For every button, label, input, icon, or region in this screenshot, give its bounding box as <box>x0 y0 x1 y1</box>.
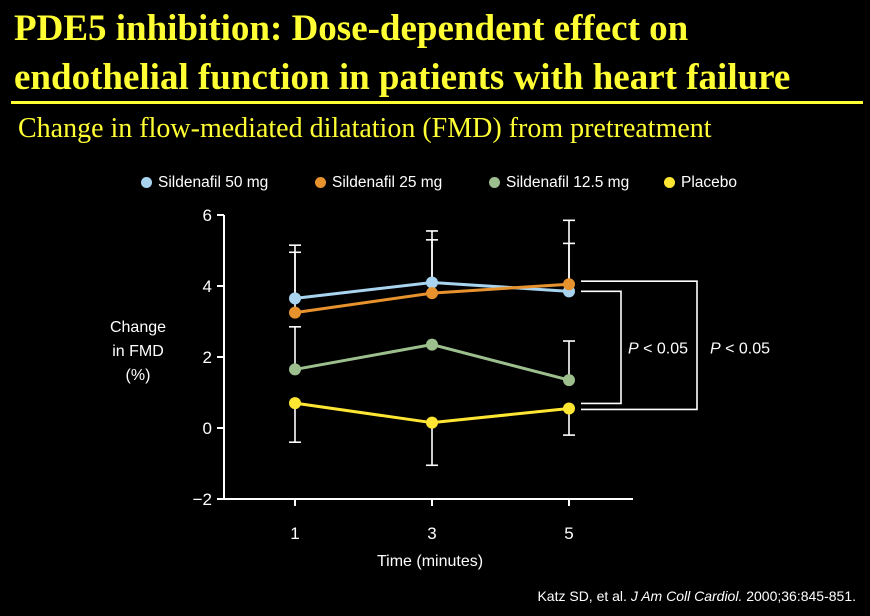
data-point-placebo <box>426 416 438 429</box>
data-point-sildenafil-12-5 <box>289 363 301 376</box>
citation-details: 2000;36:845-851. <box>742 588 856 604</box>
data-point-placebo <box>563 402 575 415</box>
legend-marker-sildenafil-12-5 <box>489 177 500 188</box>
title-divider <box>11 101 863 104</box>
legend-item-sildenafil-12-5: Sildenafil 12.5 mg <box>489 171 629 195</box>
significance-bracket-50mg <box>581 290 622 405</box>
data-point-sildenafil-25 <box>426 287 438 300</box>
citation-authors: Katz SD, et al. <box>537 588 631 604</box>
y-axis-label-line-1: Change <box>109 319 167 336</box>
data-point-sildenafil-50 <box>426 276 438 289</box>
data-point-sildenafil-25 <box>563 278 575 291</box>
legend-marker-sildenafil-25 <box>315 177 326 188</box>
y-tick-label: 6 <box>203 206 212 225</box>
y-tick-label: 4 <box>203 277 212 296</box>
legend-label-placebo: Placebo <box>681 174 738 191</box>
title-line-2: endothelial function in patients with he… <box>14 57 791 98</box>
legend-label-sildenafil-25: Sildenafil 25 mg <box>332 174 443 191</box>
x-tick-label: 5 <box>564 524 573 543</box>
x-tick-label: 3 <box>427 524 436 543</box>
title-line-1: PDE5 inhibition: Dose-dependent effect o… <box>14 8 689 49</box>
p-value-label: P < 0.05 <box>710 340 770 357</box>
legend-item-sildenafil-50: Sildenafil 50 mg <box>141 171 268 195</box>
y-tick-label: 0 <box>203 419 212 438</box>
legend-label-sildenafil-12-5: Sildenafil 12.5 mg <box>506 174 630 191</box>
legend-label-sildenafil-50: Sildenafil 50 mg <box>158 174 269 191</box>
chart-title: PDE5 inhibition: Dose-dependent effect o… <box>14 4 864 102</box>
legend-item-sildenafil-25: Sildenafil 25 mg <box>315 171 442 195</box>
legend-marker-placebo <box>664 177 675 188</box>
x-tick-label: 1 <box>290 524 299 543</box>
legend-marker-sildenafil-50 <box>141 177 152 188</box>
y-axis-label: Change in FMD (%) <box>92 316 184 388</box>
significance-bracket-25mg <box>581 280 698 411</box>
p-value-label: P < 0.05 <box>628 340 688 357</box>
data-point-sildenafil-50 <box>289 292 301 305</box>
data-point-placebo <box>289 397 301 410</box>
y-tick-label: 2 <box>203 348 212 367</box>
citation: Katz SD, et al. J Am Coll Cardiol. 2000;… <box>537 588 856 604</box>
data-point-sildenafil-12-5 <box>426 338 438 351</box>
chart-subtitle: Change in flow-mediated dilatation (FMD)… <box>18 113 712 144</box>
chart-legend: Sildenafil 50 mg Sildenafil 25 mg Silden… <box>0 171 870 195</box>
data-point-sildenafil-25 <box>289 306 301 319</box>
citation-journal: J Am Coll Cardiol. <box>630 588 743 604</box>
legend-item-placebo: Placebo <box>664 171 737 195</box>
data-point-sildenafil-12-5 <box>563 374 575 387</box>
y-axis-label-line-2: in FMD <box>112 343 164 360</box>
x-axis-label: Time (minutes) <box>376 553 484 570</box>
y-tick-label: −2 <box>193 490 212 509</box>
y-axis-label-line-3: (%) <box>125 367 151 384</box>
